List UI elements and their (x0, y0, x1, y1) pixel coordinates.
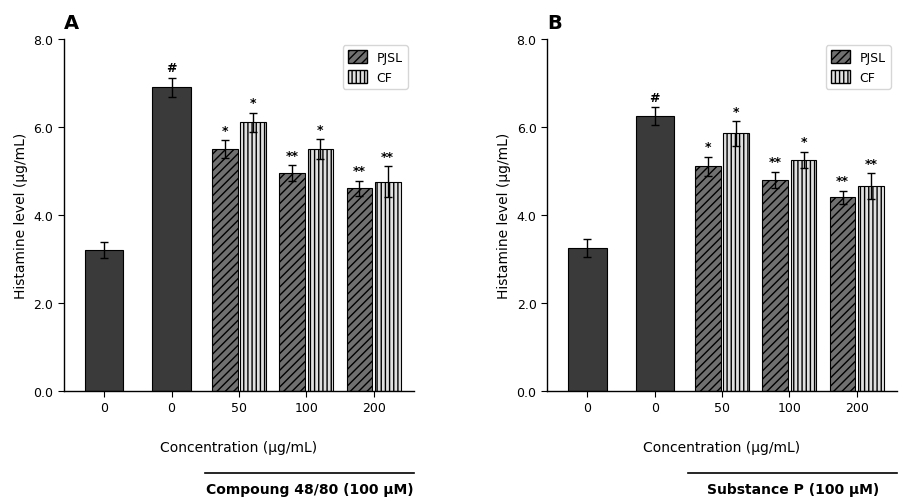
Text: **: ** (381, 151, 394, 164)
Text: **: ** (769, 156, 782, 169)
Bar (636, 117, 674, 391)
Text: *: * (733, 105, 740, 118)
Bar (791, 160, 816, 391)
Bar (858, 187, 884, 391)
Legend: PJSL, CF: PJSL, CF (826, 46, 891, 90)
Bar (375, 182, 401, 391)
Text: **: ** (836, 175, 849, 188)
Bar (695, 167, 721, 391)
Text: B: B (547, 14, 562, 33)
Text: A: A (64, 14, 79, 33)
Text: Concentration (μg/mL): Concentration (μg/mL) (160, 440, 317, 454)
Y-axis label: Histamine level (μg/mL): Histamine level (μg/mL) (14, 132, 28, 298)
Bar (308, 150, 333, 391)
Text: **: ** (286, 149, 299, 162)
Bar (152, 88, 190, 391)
Text: Compoung 48/80 (100 μM): Compoung 48/80 (100 μM) (206, 482, 414, 496)
Text: **: ** (353, 165, 366, 178)
Legend: PJSL, CF: PJSL, CF (343, 46, 408, 90)
Bar (830, 198, 855, 391)
Bar (568, 248, 607, 391)
Text: #: # (650, 91, 660, 104)
Bar (280, 174, 305, 391)
Bar (212, 150, 238, 391)
Text: #: # (167, 62, 177, 75)
Bar (85, 250, 124, 391)
Bar (241, 123, 266, 391)
Text: **: ** (865, 157, 877, 170)
Bar (723, 134, 749, 391)
Text: *: * (221, 124, 228, 137)
Text: *: * (317, 123, 323, 136)
Bar (763, 180, 788, 391)
Text: Substance P (100 μM): Substance P (100 μM) (707, 482, 879, 496)
Text: *: * (250, 97, 256, 110)
Text: *: * (705, 141, 711, 154)
Text: Concentration (μg/mL): Concentration (μg/mL) (643, 440, 801, 454)
Y-axis label: Histamine level (μg/mL): Histamine level (μg/mL) (497, 132, 511, 298)
Text: *: * (800, 136, 807, 149)
Bar (347, 189, 373, 391)
